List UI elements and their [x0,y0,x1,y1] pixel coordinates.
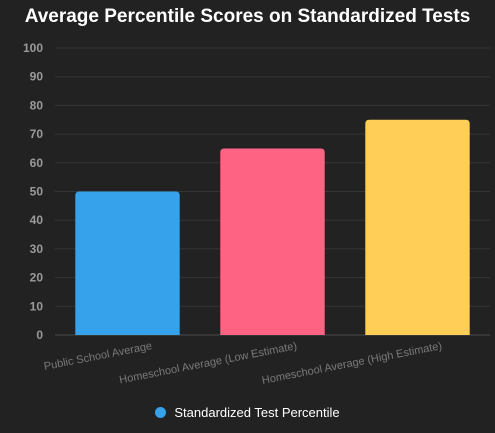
y-tick-label: 80 [30,98,44,112]
y-tick-label: 50 [30,185,44,199]
y-tick-label: 10 [30,299,44,313]
bar[interactable] [75,191,180,336]
legend-swatch [155,407,167,418]
y-tick-label: 60 [30,156,44,170]
bar[interactable] [365,119,470,335]
y-tick-label: 20 [30,271,44,285]
x-tick-label: Public School Average [43,340,153,373]
y-tick-label: 70 [30,127,44,141]
y-tick-label: 0 [36,328,43,342]
legend[interactable]: Standardized Test Percentile [0,405,495,420]
y-tick-label: 100 [23,41,43,55]
y-tick-label: 90 [30,70,44,84]
legend-label: Standardized Test Percentile [174,405,340,420]
y-tick-label: 30 [30,242,44,256]
chart-title: Average Percentile Scores on Standardize… [24,6,471,27]
y-tick-label: 40 [30,213,44,227]
bar[interactable] [220,148,325,335]
